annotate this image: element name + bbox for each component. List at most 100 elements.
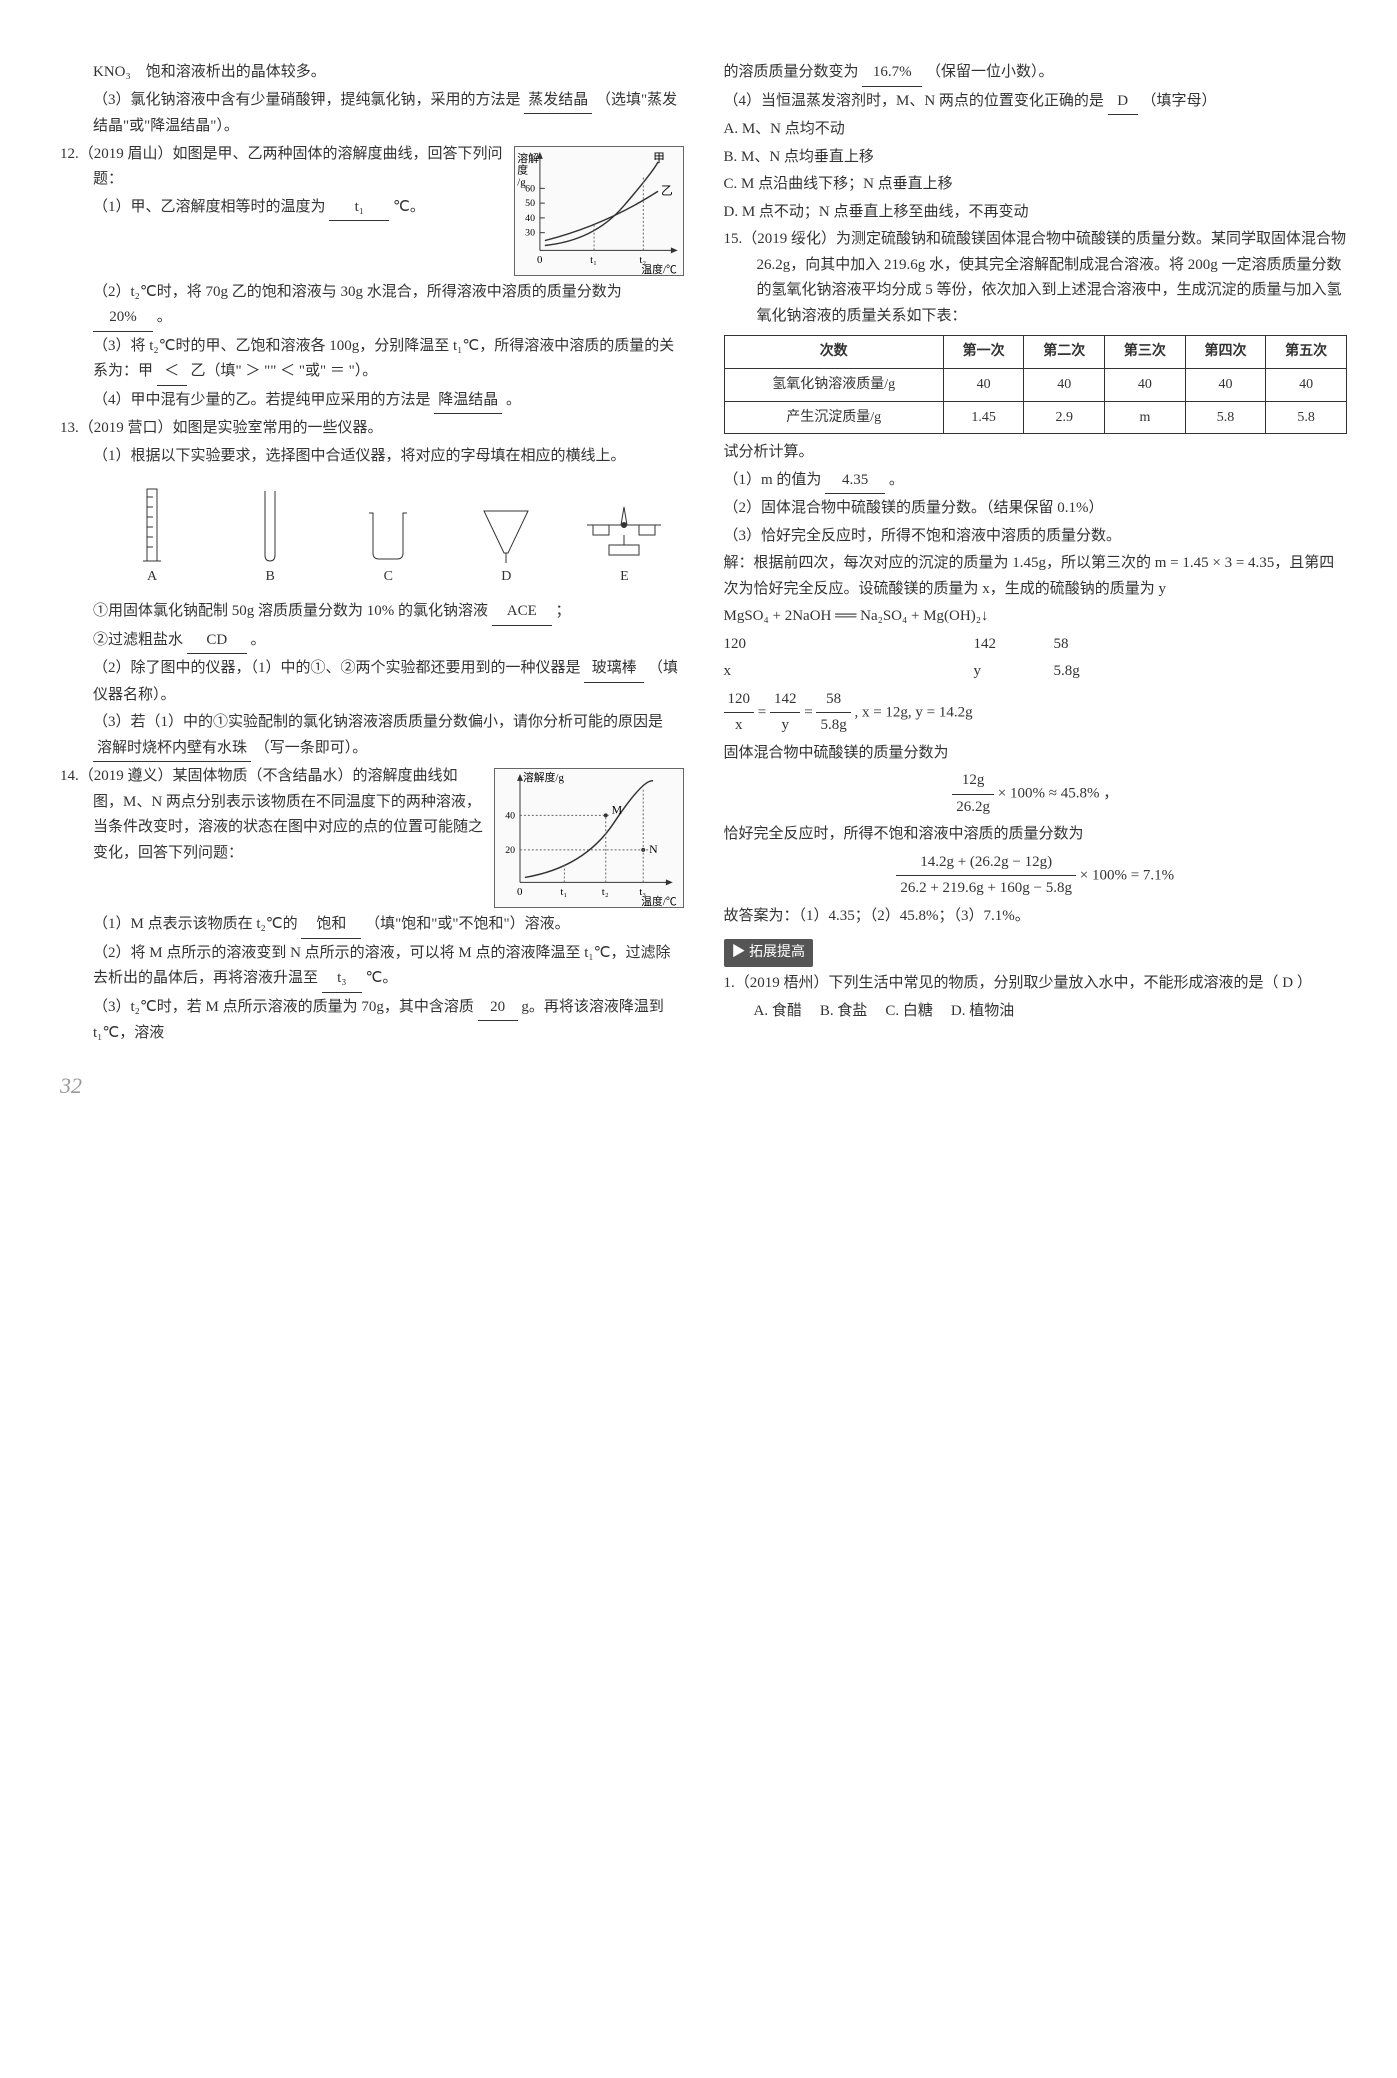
td: 40 bbox=[1185, 368, 1266, 401]
svg-text:t₁: t₁ bbox=[560, 886, 567, 898]
q13-2: （2）除了图中的仪器，（1）中的①、②两个实验都还要用到的一种仪器是 玻璃棒 （… bbox=[93, 656, 684, 708]
chart-q12: 溶解 度 /g 60 50 40 30 甲 乙 0 t₁ t₂ bbox=[514, 146, 684, 276]
q15-try: 试分析计算。 bbox=[724, 440, 1348, 466]
svg-text:t₁: t₁ bbox=[590, 254, 597, 266]
table-row: 氢氧化钠溶液质量/g 40 40 40 40 40 bbox=[724, 368, 1347, 401]
q14-4-opt-c: C. M 点沿曲线下移；N 点垂直上移 bbox=[724, 172, 1348, 198]
th: 第一次 bbox=[943, 336, 1024, 369]
answer-line: 故答案为：（1）4.35；（2）45.8%；（3）7.1%。 bbox=[724, 904, 1348, 930]
text: 。 bbox=[251, 632, 266, 648]
td: 40 bbox=[1105, 368, 1186, 401]
ext-q1: 1.（2019 梧州）下列生活中常见的物质，分别取少量放入水中，不能形成溶液的是… bbox=[757, 971, 1348, 997]
text: （写一条即可）。 bbox=[255, 740, 368, 756]
equation-1: MgSO₄ + 2NaOH ══ Na₂SO₄ + Mg(OH)₂↓ bbox=[724, 604, 1348, 630]
text: 。 bbox=[157, 309, 172, 325]
svg-text:M: M bbox=[611, 802, 622, 816]
svg-text:0: 0 bbox=[517, 886, 522, 898]
blank-12-2: 20% bbox=[93, 305, 153, 332]
mass-frac-label: 固体混合物中硫酸镁的质量分数为 bbox=[724, 741, 1348, 767]
q14-1: （1）M 点表示该物质在 t₂℃的 饱和 （填"饱和"或"不饱和"）溶液。 bbox=[93, 912, 684, 939]
blank-14-2: t₃ bbox=[322, 966, 362, 993]
text: （2）t₂℃时，将 70g 乙的饱和溶液与 30g 水混合，所得溶液中溶质的质量… bbox=[93, 284, 622, 300]
svg-text:40: 40 bbox=[505, 810, 515, 821]
eq-val: 58 bbox=[1054, 632, 1134, 658]
q14-4-opt-a: A. M、N 点均不动 bbox=[724, 117, 1348, 143]
td: 40 bbox=[943, 368, 1024, 401]
apparatus-c: C bbox=[329, 485, 447, 589]
solution-intro: 解：根据前四次，每次对应的沉淀的质量为 1.45g，所以第三次的 m = 1.4… bbox=[724, 551, 1348, 602]
text: ； bbox=[556, 603, 571, 619]
svg-text:度: 度 bbox=[517, 162, 528, 176]
app-label: D bbox=[447, 565, 565, 589]
text: ℃。 bbox=[366, 970, 398, 986]
mass-frac: 12g 26.2g × 100% ≈ 45.8% ， bbox=[724, 768, 1348, 820]
eq-val: 5.8g bbox=[1054, 659, 1134, 685]
kno3-line: KNO₃ 饱和溶液析出的晶体较多。 bbox=[93, 60, 684, 86]
q14-3-cont: 的溶质质量分数变为 16.7% （保留一位小数）。 bbox=[724, 60, 1348, 87]
q15-head: 15.（2019 绥化）为测定硫酸钠和硫酸镁固体混合物中硫酸镁的质量分数。某同学… bbox=[757, 227, 1348, 329]
text: （3）t₂℃时，若 M 点所示溶液的质量为 70g，其中含溶质 bbox=[93, 999, 474, 1015]
td: 产生沉淀质量/g bbox=[724, 401, 943, 434]
text: ℃。 bbox=[393, 199, 425, 215]
svg-text:溶解度/g: 溶解度/g bbox=[522, 770, 563, 784]
apparatus-row: A B C D E bbox=[93, 479, 684, 589]
frac-line: 120x = 142y = 585.8g , x = 12g, y = 14.2… bbox=[724, 687, 1348, 739]
text: （2）除了图中的仪器，（1）中的①、②两个实验都还要用到的一种仪器是 bbox=[93, 660, 581, 676]
td: 1.45 bbox=[943, 401, 1024, 434]
th: 次数 bbox=[724, 336, 943, 369]
text: 。 bbox=[506, 392, 521, 408]
page-number: 32 bbox=[60, 1067, 684, 1104]
text: （4）甲中混有少量的乙。若提纯甲应采用的方法是 bbox=[93, 392, 431, 408]
svg-text:30: 30 bbox=[525, 227, 535, 238]
text: （3）氯化钠溶液中含有少量硝酸钾，提纯氯化钠，采用的方法是 bbox=[93, 92, 521, 108]
ext-q1-opts: A. 食醋 B. 食盐 C. 白糖 D. 植物油 bbox=[754, 999, 1348, 1025]
q13-1: （1）根据以下实验要求，选择图中合适仪器，将对应的字母填在相应的横线上。 bbox=[93, 444, 684, 470]
q13-3: （3）若（1）中的①实验配制的氯化钠溶液溶质质量分数偏小，请你分析可能的原因是 … bbox=[93, 710, 684, 762]
q13-1-1: ①用固体氯化钠配制 50g 溶质质量分数为 10% 的氯化钠溶液 ACE ； bbox=[93, 599, 684, 626]
td: m bbox=[1105, 401, 1186, 434]
blank-13-2: 玻璃棒 bbox=[584, 656, 644, 683]
den: 26.2 + 219.6g + 160g − 5.8g bbox=[896, 876, 1076, 902]
text: （填"饱和"或"不饱和"）溶液。 bbox=[365, 916, 570, 932]
den: 26.2g bbox=[952, 795, 994, 821]
q11-3: （3）氯化钠溶液中含有少量硝酸钾，提纯氯化钠，采用的方法是 蒸发结晶 （选填"蒸… bbox=[93, 88, 684, 140]
app-label: A bbox=[93, 565, 211, 589]
svg-text:溶解: 溶解 bbox=[517, 150, 539, 164]
num: 12g bbox=[952, 768, 994, 795]
page-container: KNO₃ 饱和溶液析出的晶体较多。 （3）氯化钠溶液中含有少量硝酸钾，提纯氯化钠… bbox=[60, 60, 1347, 1104]
blank-15-1: 4.35 bbox=[825, 468, 885, 495]
q12: 溶解 度 /g 60 50 40 30 甲 乙 0 t₁ t₂ bbox=[93, 142, 684, 193]
eq-val: y bbox=[974, 659, 1054, 685]
text: （1）M 点表示该物质在 t₂℃的 bbox=[93, 916, 298, 932]
svg-text:温度/℃: 温度/℃ bbox=[641, 262, 677, 276]
table-row: 次数 第一次 第二次 第三次 第四次 第五次 bbox=[724, 336, 1347, 369]
apparatus-e: E bbox=[565, 485, 683, 589]
apparatus-a: A bbox=[93, 485, 211, 589]
q12-2: （2）t₂℃时，将 70g 乙的饱和溶液与 30g 水混合，所得溶液中溶质的质量… bbox=[93, 280, 684, 332]
svg-text:温度/℃: 温度/℃ bbox=[641, 894, 677, 908]
text: （填字母） bbox=[1141, 93, 1216, 109]
eq-val: x bbox=[724, 659, 804, 685]
q14-head: 14.（2019 遵义）某固体物质（不含结晶水）的溶解度曲线如图，M、N 两点分… bbox=[60, 768, 483, 861]
eq-val: 120 bbox=[724, 632, 804, 658]
q14-3: （3）t₂℃时，若 M 点所示溶液的质量为 70g，其中含溶质 20 g。再将该… bbox=[93, 995, 684, 1047]
q15-1: （1）m 的值为 4.35 。 bbox=[724, 468, 1348, 495]
eq-val: 142 bbox=[974, 632, 1054, 658]
text: ①用固体氯化钠配制 50g 溶质质量分数为 10% 的氯化钠溶液 bbox=[93, 603, 488, 619]
q14-4-opt-b: B. M、N 点均垂直上移 bbox=[724, 145, 1348, 171]
final-label: 恰好完全反应时，所得不饱和溶液中溶质的质量分数为 bbox=[724, 822, 1348, 848]
q14-4-opt-d: D. M 点不动；N 点垂直上移至曲线，不再变动 bbox=[724, 200, 1348, 226]
blank-14-4: D bbox=[1108, 89, 1138, 116]
num: 14.2g + (26.2g − 12g) bbox=[896, 850, 1076, 877]
left-column: KNO₃ 饱和溶液析出的晶体较多。 （3）氯化钠溶液中含有少量硝酸钾，提纯氯化钠… bbox=[60, 60, 684, 1104]
text: 的溶质质量分数变为 bbox=[724, 64, 859, 80]
text: （4）当恒温蒸发溶剂时，M、N 两点的位置变化正确的是 bbox=[724, 93, 1104, 109]
q13-head: 13.（2019 营口）如图是实验室常用的一些仪器。 bbox=[93, 416, 684, 442]
blank-14-3: 20 bbox=[478, 995, 518, 1022]
svg-text:乙: 乙 bbox=[661, 183, 673, 197]
q15-2: （2）固体混合物中硫酸镁的质量分数。（结果保留 0.1%） bbox=[724, 496, 1348, 522]
svg-text:N: N bbox=[649, 842, 658, 856]
blank-11-3: 蒸发结晶 bbox=[524, 88, 592, 115]
svg-text:t₂: t₂ bbox=[601, 886, 608, 898]
text: 。 bbox=[889, 472, 904, 488]
